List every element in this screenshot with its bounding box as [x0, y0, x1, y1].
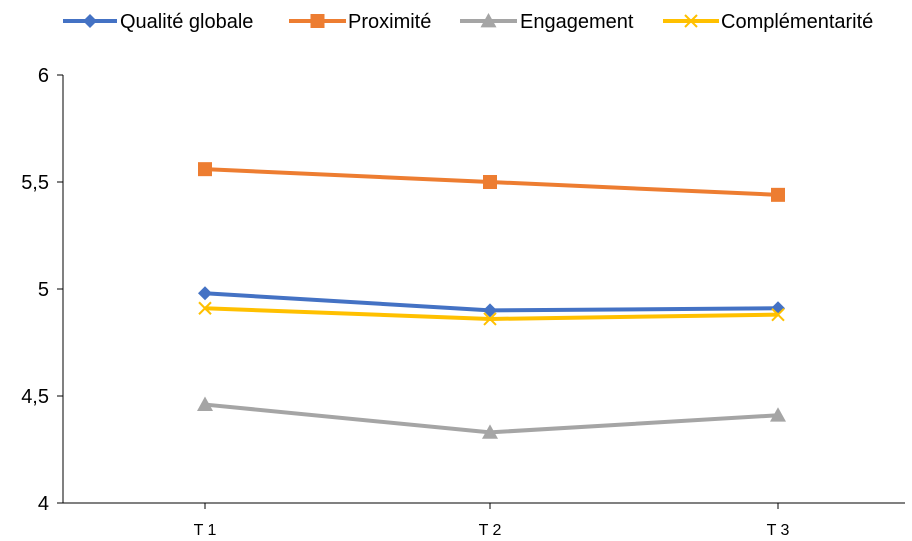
legend-item-proximite: Proximité: [289, 11, 431, 33]
data-point-engagement: [197, 396, 213, 411]
data-point-proximite: [198, 162, 212, 177]
legend-item-complementarite: Complémentarité: [663, 11, 873, 33]
axes: 4 4,5 5 5,5 6 T 1 T 2 T 3: [21, 65, 905, 539]
data-point-complementarite: [771, 307, 785, 322]
y-tick-label: 6: [38, 65, 49, 87]
y-tick-label: 5: [38, 279, 49, 301]
legend-marker: [480, 13, 497, 28]
data-point-qualite-globale: [483, 303, 497, 318]
data-point-engagement: [482, 424, 498, 439]
legend-marker: [83, 14, 97, 28]
legend-label: Complémentarité: [721, 11, 873, 33]
series-engagement: [197, 396, 786, 439]
legend-label: Qualité globale: [120, 11, 253, 33]
series-complementarite: [198, 301, 785, 326]
data-point-proximite: [483, 175, 497, 189]
legend-marker: [310, 14, 325, 28]
x-tick-label: T 1: [194, 522, 217, 539]
data-point-engagement: [770, 407, 786, 422]
series-group: [197, 162, 786, 439]
legend: Qualité globale Proximité Engagement Complé…: [63, 11, 873, 33]
series-proximite: [198, 162, 785, 202]
data-point-proximite: [771, 187, 785, 202]
x-tick-label: T 3: [767, 522, 790, 539]
data-point-complementarite: [483, 312, 497, 326]
y-tick-label: 5,5: [21, 172, 49, 194]
legend-item-qualite-globale: Qualité globale: [63, 11, 253, 33]
x-tick-label: T 2: [479, 522, 502, 539]
y-tick-label: 4,5: [21, 386, 49, 408]
data-point-qualite-globale: [198, 286, 212, 301]
legend-label: Engagement: [520, 11, 634, 33]
legend-item-engagement: Engagement: [460, 11, 634, 33]
data-point-complementarite: [198, 301, 212, 315]
y-tick-label: 4: [38, 493, 49, 515]
legend-marker: [684, 14, 698, 28]
legend-label: Proximité: [348, 11, 431, 33]
